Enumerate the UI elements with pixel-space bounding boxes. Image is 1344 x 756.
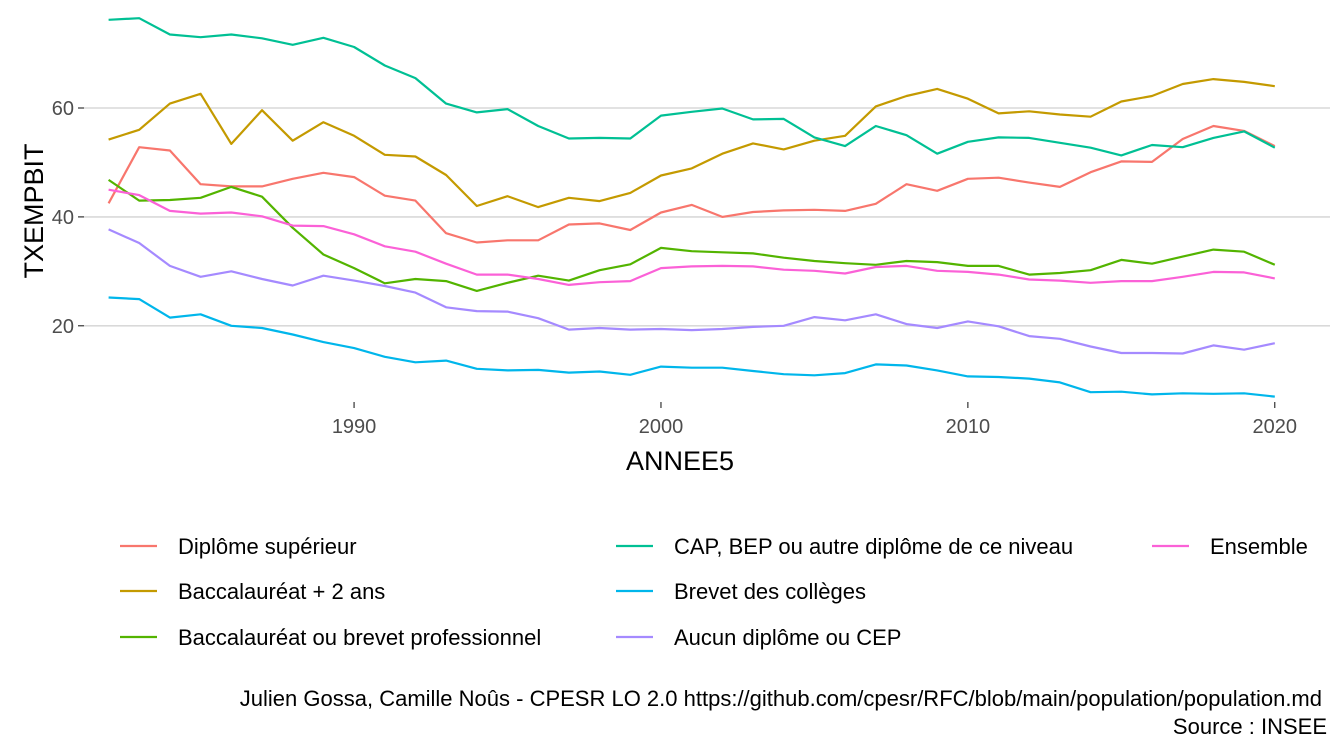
- legend-label: Baccalauréat ou brevet professionnel: [178, 625, 541, 650]
- x-tick-label: 1990: [332, 416, 377, 438]
- legend-label: Brevet des collèges: [674, 579, 866, 604]
- series-line-baccalaureat-2-ans: [108, 77, 1275, 209]
- y-axis-title: TXEMPBIT: [19, 143, 49, 278]
- series-lines: [107, 17, 1276, 398]
- caption-credits: Julien Gossa, Camille Noûs - CPESR LO 2.…: [240, 686, 1322, 711]
- caption-source: Source : INSEE: [1173, 714, 1327, 739]
- x-tick-label: 2010: [946, 416, 991, 438]
- series-line-aucun-diplome-ou-cep: [108, 228, 1276, 355]
- x-tick-label: 2000: [639, 416, 684, 438]
- legend-label: CAP, BEP ou autre diplôme de ce niveau: [674, 534, 1073, 559]
- legend-label: Aucun diplôme ou CEP: [674, 625, 901, 650]
- legend-label: Baccalauréat + 2 ans: [178, 579, 385, 604]
- y-tick-label: 40: [52, 207, 74, 229]
- y-tick-label: 60: [52, 98, 74, 120]
- legend-label: Diplôme supérieur: [178, 534, 357, 559]
- y-tick-label: 20: [52, 316, 74, 338]
- series-line-ensemble: [108, 188, 1276, 286]
- x-axis-title: ANNEE5: [626, 446, 734, 476]
- series-line-cap-bep-ou-autre-diplome-de-ce-niveau: [108, 17, 1276, 157]
- x-axis-ticks: 1990 2000 2010 2020: [332, 402, 1297, 438]
- legend-label: Ensemble: [1210, 534, 1308, 559]
- legend: Diplôme supérieur Baccalauréat + 2 ans Bac…: [120, 534, 1308, 650]
- grid-lines: [84, 107, 1330, 327]
- x-tick-label: 2020: [1253, 416, 1298, 438]
- series-line-baccalaureat-ou-brevet-professionnel: [107, 178, 1276, 292]
- series-line-diplome-superieur: [107, 124, 1276, 244]
- series-line-brevet-des-colleges: [108, 296, 1275, 398]
- y-axis-ticks: 20 40 60: [52, 98, 84, 338]
